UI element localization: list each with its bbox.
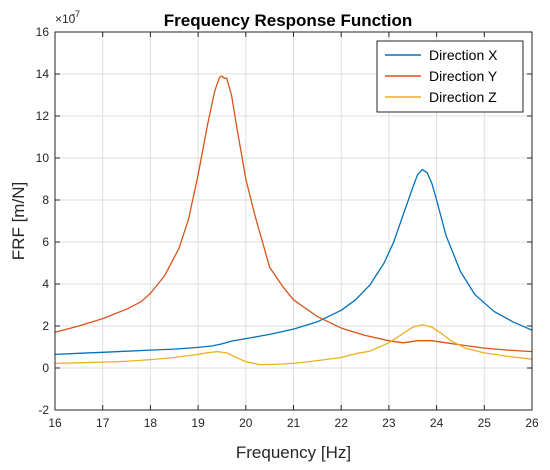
y-exponent-base: ×10: [55, 12, 76, 26]
series-layer: [54, 75, 533, 366]
y-tick-label: 10: [36, 151, 50, 165]
x-tick-label: 22: [335, 416, 349, 430]
y-axis-exponent: ×10 -7: [55, 9, 80, 26]
legend: Direction X Direction Y Direction Z: [376, 40, 524, 113]
y-tick-label: 2: [42, 319, 49, 333]
chart-title: Frequency Response Function: [164, 11, 412, 30]
x-tick-label: 18: [144, 416, 158, 430]
y-tick-label: 16: [36, 25, 50, 39]
x-tick-label: 16: [48, 416, 62, 430]
legend-label-3: Direction Z: [429, 89, 497, 105]
legend-label-2: Direction Y: [429, 68, 498, 84]
x-tick-label: 19: [191, 416, 205, 430]
y-tick-label: 6: [42, 235, 49, 249]
series-line-3: [54, 324, 533, 366]
x-tick-label: 25: [478, 416, 492, 430]
y-tick-label: 8: [42, 193, 49, 207]
y-tick-label: 0: [42, 361, 49, 375]
x-tick-label: 20: [239, 416, 253, 430]
x-axis-title: Frequency [Hz]: [236, 443, 351, 462]
x-tick-label: 24: [430, 416, 444, 430]
y-axis-title: FRF [m/N]: [9, 182, 28, 260]
y-tick-label: -2: [38, 403, 49, 417]
y-tick-label: 4: [42, 277, 49, 291]
legend-label-1: Direction X: [429, 47, 498, 63]
y-exponent-power: -7: [72, 9, 80, 19]
y-tick-label: 14: [36, 67, 50, 81]
x-tick-label: 17: [96, 416, 110, 430]
x-tick-label: 23: [382, 416, 396, 430]
series-line-1: [54, 168, 533, 356]
x-tick-label: 21: [287, 416, 301, 430]
y-tick-label: 12: [36, 109, 50, 123]
x-tick-label: 26: [525, 416, 539, 430]
series-line-2: [54, 75, 533, 353]
